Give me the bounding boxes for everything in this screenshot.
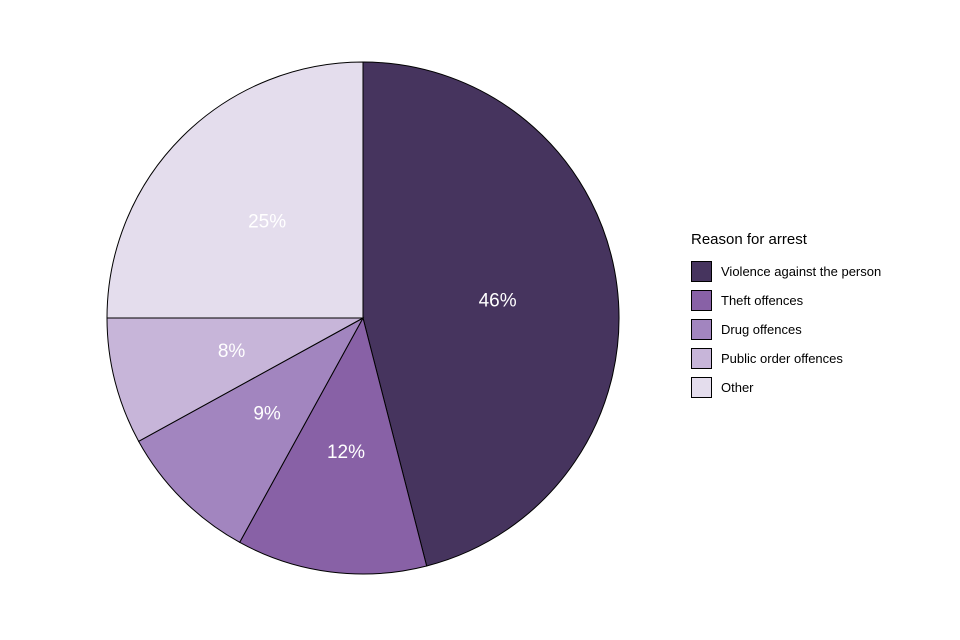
legend-swatch-icon xyxy=(691,377,712,398)
legend-item-2: Theft offences xyxy=(691,286,881,315)
pie-slice-5 xyxy=(106,61,364,319)
legend-item-3: Drug offences xyxy=(691,315,881,344)
legend-items: Violence against the person Theft offence… xyxy=(691,257,881,402)
legend-item-4: Public order offences xyxy=(691,344,881,373)
pie-slice-label-3: 9% xyxy=(253,403,281,424)
pie-slice-3 xyxy=(137,316,365,544)
pie-slice-label-5: 25% xyxy=(248,212,286,233)
pie-slice-label-2: 12% xyxy=(327,442,365,463)
legend-swatch-icon xyxy=(691,261,712,282)
pie-slice-label-1: 46% xyxy=(479,291,517,312)
pie-slice-4 xyxy=(106,317,364,443)
legend-item-label: Violence against the person xyxy=(721,264,882,279)
legend-item-label: Public order offences xyxy=(721,351,843,366)
legend-item-label: Other xyxy=(721,380,754,395)
legend-item-1: Violence against the person xyxy=(691,257,881,286)
legend-item-label: Drug offences xyxy=(721,322,802,337)
legend-swatch-icon xyxy=(691,348,712,369)
legend-item-label: Theft offences xyxy=(721,293,804,308)
pie-slice-2 xyxy=(238,316,428,575)
legend-swatch-icon xyxy=(691,290,712,311)
pie-slice-label-4: 8% xyxy=(218,341,246,362)
legend-item-5: Other xyxy=(691,373,881,402)
legend-title: Reason for arrest xyxy=(691,231,807,248)
legend: Reason for arrest Violence against the p… xyxy=(691,231,881,402)
pie-slice-1 xyxy=(362,61,620,567)
legend-swatch-icon xyxy=(691,319,712,340)
